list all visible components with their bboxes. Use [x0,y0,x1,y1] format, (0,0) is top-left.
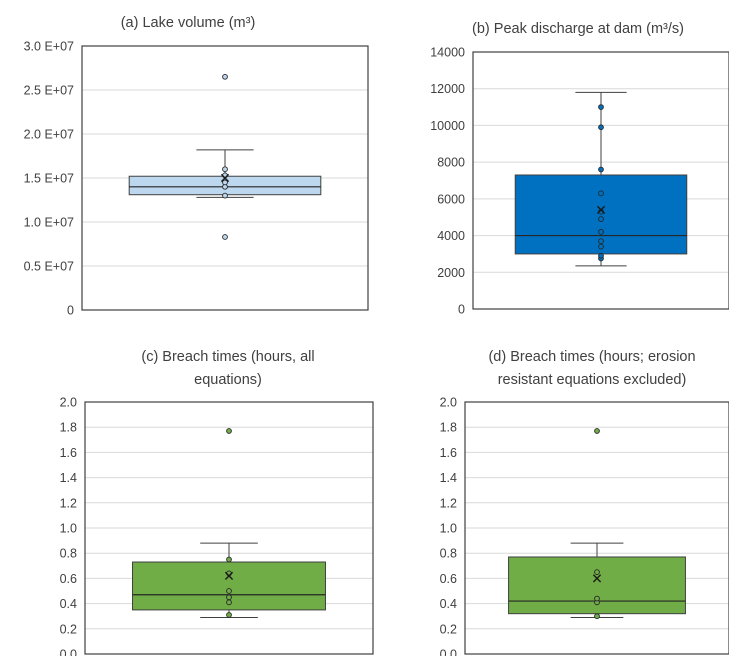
lake-volume-plot-frame [81,45,369,311]
peak-discharge-data-point [598,104,604,110]
lake-volume-data-point [222,192,228,199]
lake-volume-title: (a) Lake volume (m³) [121,15,256,31]
breach-times-excluded-y-tick-label: 2.0 [440,396,457,410]
breach-times-excluded-y-tick-label: 1.2 [440,496,457,510]
breach-times-all-y-tick-label: 0.0 [60,648,77,656]
breach-times-excluded-y-tick-label: 1.6 [440,446,457,460]
breach-times-all-box [132,561,326,611]
breach-times-excluded-y-tick-label: 0.8 [440,547,457,561]
breach-times-excluded-y-tick-label: 1.4 [440,471,457,485]
peak-discharge-y-tick-label: 4000 [437,229,465,243]
breach-times-excluded-y-tick-label: 1.8 [440,421,457,435]
peak-discharge-data-point [598,190,604,197]
peak-discharge-data-point [598,229,604,235]
peak-discharge-mean-marker [596,205,606,214]
peak-discharge-data-point [598,216,604,222]
peak-discharge-data-point [598,124,604,131]
peak-discharge-y-tick-label: 2000 [437,266,465,280]
breach-times-excluded-y-tick-label: 0.4 [440,597,457,611]
peak-discharge-panel: 0 2000 4000 6000 8000 10000 12000 14000 (b) Peak… [430,21,729,317]
peak-discharge-data-point [598,252,604,259]
breach-times-all-y-tick-label: 2.0 [60,396,77,410]
breach-times-excluded-data-point [594,613,600,620]
lake-volume-panel: 0 0.5 E+07 1.0 E+07 1.5 E+07 2.0 E+07 2.5 E+0… [24,15,369,318]
breach-times-all-y-tick-label: 0.8 [60,547,77,561]
breach-times-excluded-title: resistant equations excluded) [498,372,687,388]
lake-volume-y-tick-label: 0 [67,304,74,318]
breach-times-all-data-point [226,588,232,594]
peak-discharge-y-tick-label: 8000 [437,156,465,170]
breach-times-all-data-point [226,612,232,618]
breach-times-excluded-data-point [594,569,600,575]
breach-times-excluded-y-tick-label: 0.2 [440,622,457,636]
breach-times-all-y-tick-label: 1.4 [60,471,77,485]
peak-discharge-data-point [598,166,604,173]
breach-times-all-title: equations) [194,372,262,388]
peak-discharge-title: (b) Peak discharge at dam (m³/s) [472,21,684,37]
breach-times-excluded-y-tick-label: 0.0 [440,648,457,656]
lake-volume-y-tick-label: 1.5 E+07 [24,172,74,186]
breach-times-all-y-tick-label: 1.8 [60,421,77,435]
lake-volume-y-tick-label: 2.0 E+07 [24,128,74,142]
breach-times-all-title: (c) Breach times (hours, all [141,349,314,365]
peak-discharge-y-tick-label: 10000 [430,119,465,133]
breach-times-all-data-point [226,428,232,434]
breach-times-excluded-y-tick-label: 0.6 [440,572,457,586]
lake-volume-data-point [222,179,228,186]
lake-volume-data-point [222,166,228,173]
peak-discharge-y-tick-label: 0 [458,303,465,317]
lake-volume-data-point [222,73,228,80]
breach-times-excluded-mean-marker [592,574,602,583]
breach-times-all-data-point [226,556,232,563]
breach-times-excluded-plot-frame [464,401,729,655]
breach-times-all-plot-frame [84,401,374,655]
lake-volume-y-tick-label: 2.5 E+07 [24,84,74,98]
lake-volume-y-tick-label: 3.0 E+07 [24,40,74,54]
breach-times-excluded-y-tick-label: 1.0 [440,522,457,536]
breach-times-all-panel: 0.0 0.2 0.4 0.6 0.8 1.0 1.2 1.4 1.6 1.8 2.0 (c) Bre… [60,349,374,656]
breach-times-all-data-point [226,594,232,601]
breach-times-all-y-tick-label: 0.6 [60,572,77,586]
lake-volume-y-tick-label: 0.5 E+07 [24,260,74,274]
breach-times-excluded-title: (d) Breach times (hours; erosion [488,349,695,365]
lake-volume-mean-marker [220,173,230,183]
peak-discharge-data-point [598,238,604,244]
peak-discharge-plot-frame [472,51,729,310]
breach-times-all-data-point [226,599,232,606]
breach-times-all-y-tick-label: 1.2 [60,496,77,510]
peak-discharge-data-point [598,243,604,250]
breach-times-all-y-tick-label: 1.6 [60,446,77,460]
breach-times-excluded-panel: 0.0 0.2 0.4 0.6 0.8 1.0 1.2 1.4 1.6 1.8 2.0 (d) Bre… [440,349,729,656]
breach-times-excluded-data-point [594,595,600,602]
peak-discharge-y-tick-label: 14000 [430,46,465,60]
peak-discharge-y-tick-label: 6000 [437,192,465,206]
breach-times-all-mean-marker [224,571,234,580]
lake-volume-data-point [222,234,228,240]
breach-times-all-y-tick-label: 0.4 [60,597,77,611]
breach-times-all-y-tick-label: 1.0 [60,522,77,536]
lake-volume-y-tick-label: 1.0 E+07 [24,216,74,230]
breach-times-excluded-data-point [594,428,600,434]
breach-times-all-y-tick-label: 0.2 [60,622,77,636]
peak-discharge-y-tick-label: 12000 [430,82,465,96]
